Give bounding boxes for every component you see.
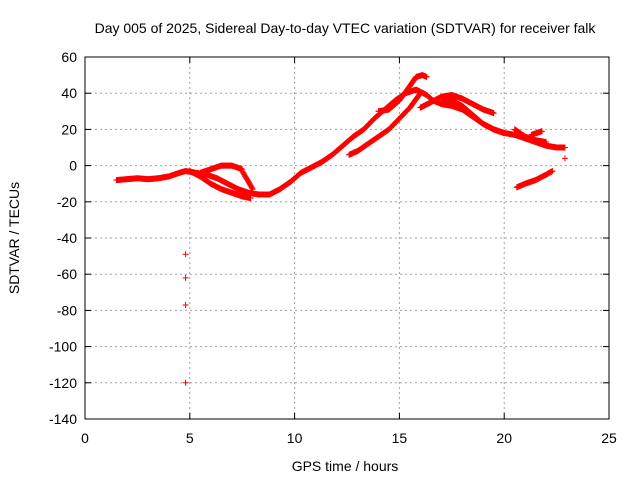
chart-title: Day 005 of 2025, Sidereal Day-to-day VTE… <box>95 20 597 36</box>
y-tick-label: -40 <box>57 230 77 246</box>
x-tick-label: 15 <box>392 430 408 446</box>
series-track-f <box>375 72 430 115</box>
data-points <box>113 72 568 386</box>
data-point <box>182 251 189 258</box>
y-tick-label: 40 <box>61 85 77 101</box>
grid-lines <box>85 57 609 419</box>
y-tick-label: -20 <box>57 194 77 210</box>
x-axis-ticks: 0 5 10 15 20 25 <box>81 57 617 446</box>
x-tick-label: 0 <box>81 430 89 446</box>
y-tick-label: 60 <box>61 49 77 65</box>
x-tick-label: 25 <box>601 430 617 446</box>
data-point <box>247 195 254 202</box>
data-point <box>561 155 568 162</box>
x-tick-label: 10 <box>287 430 303 446</box>
series-track-d <box>239 168 256 193</box>
data-point <box>538 128 545 135</box>
y-tick-label: -140 <box>49 411 77 427</box>
y-tick-label: 20 <box>61 121 77 137</box>
y-axis-label: SDTVAR / TECUs <box>6 182 22 294</box>
series-track-e <box>346 90 424 158</box>
series-track-h <box>438 97 508 137</box>
series-track-j <box>528 128 545 138</box>
y-tick-label: -100 <box>49 339 77 355</box>
y-tick-label: -120 <box>49 375 77 391</box>
data-point <box>417 90 424 97</box>
data-point <box>490 110 497 117</box>
x-axis-label: GPS time / hours <box>292 458 399 474</box>
data-point <box>423 73 430 80</box>
data-point <box>249 186 256 193</box>
data-point <box>182 274 189 281</box>
y-tick-label: -80 <box>57 302 77 318</box>
x-tick-label: 5 <box>186 430 194 446</box>
data-point <box>182 301 189 308</box>
data-point <box>416 91 423 98</box>
series-outliers <box>182 155 568 386</box>
series-track-b <box>186 168 254 202</box>
x-tick-label: 20 <box>496 430 512 446</box>
y-axis-ticks: 60 40 20 0 -20 -40 -60 -80 -100 -120 -140 <box>49 49 609 427</box>
data-point <box>501 130 508 137</box>
data-point <box>549 168 556 175</box>
y-tick-label: 0 <box>69 158 77 174</box>
data-point <box>543 139 550 146</box>
series-track-i <box>511 126 550 146</box>
data-point <box>561 144 568 151</box>
series-track-c <box>197 162 246 176</box>
series-track-k <box>513 168 556 191</box>
y-tick-label: -60 <box>57 266 77 282</box>
data-point <box>249 185 256 192</box>
data-point <box>182 379 189 386</box>
series-track-g <box>417 92 497 117</box>
